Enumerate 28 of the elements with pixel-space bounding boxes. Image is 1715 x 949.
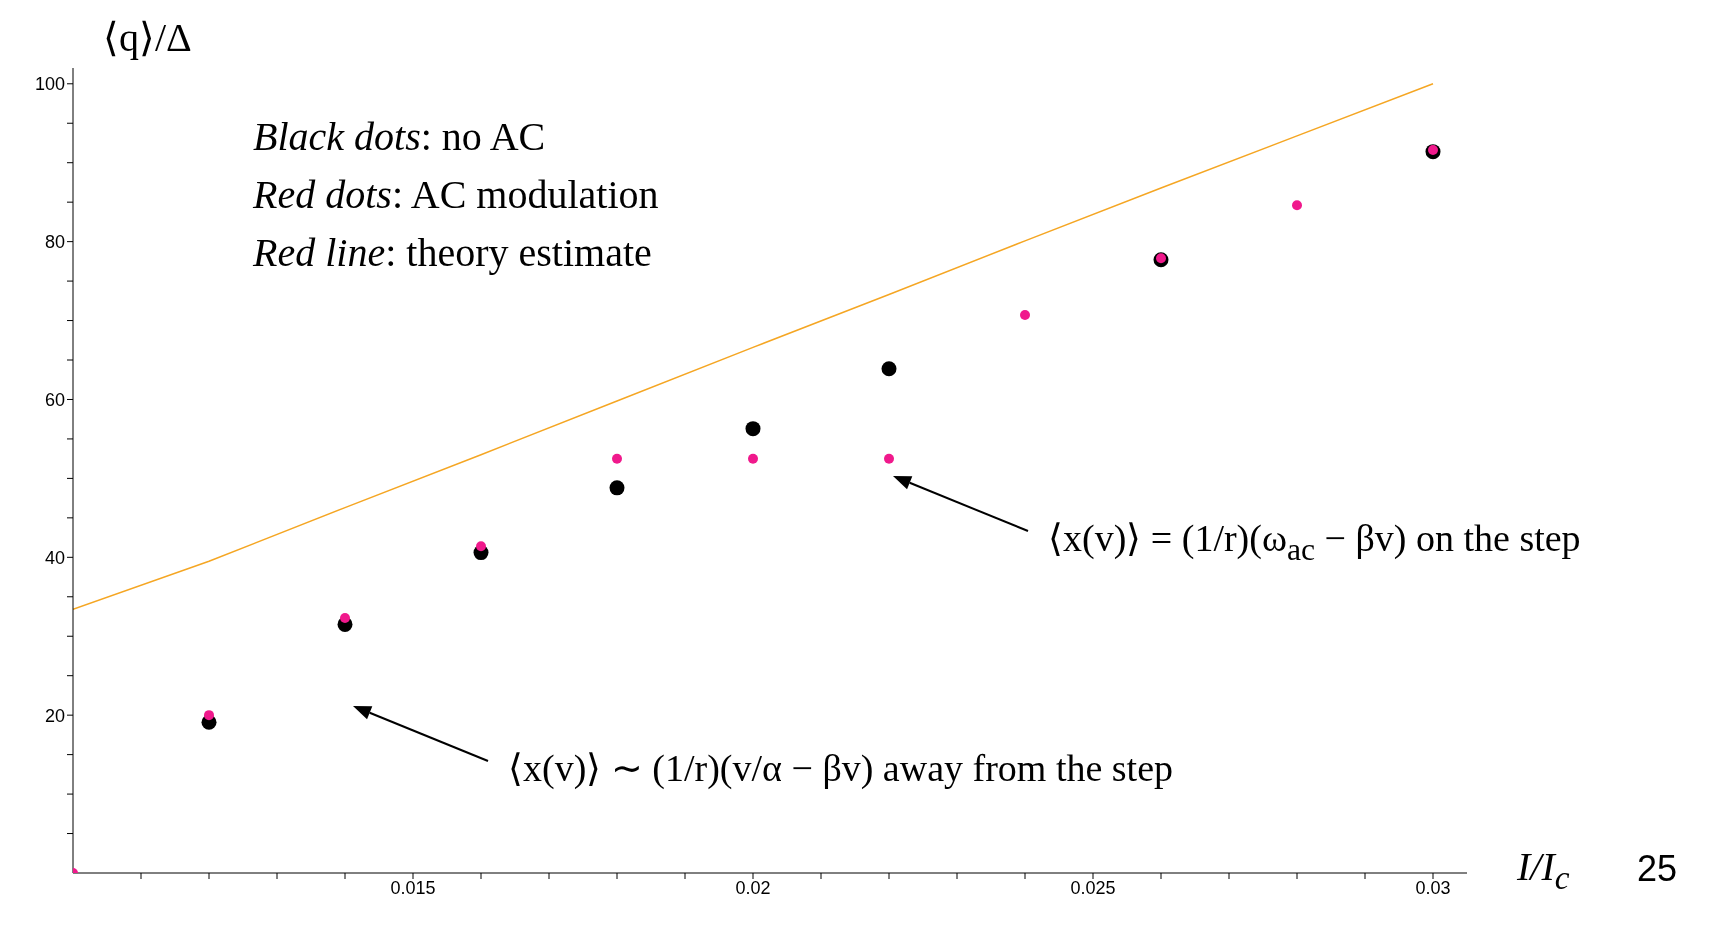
annotation: Red line: theory estimate bbox=[253, 230, 652, 275]
point bbox=[476, 541, 486, 552]
text: 25 bbox=[1637, 848, 1678, 890]
annotation: ⟨x(v)⟩ ∼ (1/r)(v/α − βv) away from the step bbox=[508, 746, 1174, 790]
point bbox=[609, 480, 625, 496]
y-tick-label: 40 bbox=[44, 547, 65, 568]
annotation: Red dots: AC modulation bbox=[253, 172, 659, 217]
point bbox=[745, 421, 761, 437]
x-tick-label: 0.025 bbox=[1070, 877, 1116, 898]
x-tick-label: 0.03 bbox=[1415, 877, 1451, 898]
y-tick-label: 20 bbox=[44, 705, 65, 726]
x-tick-label: 0.015 bbox=[390, 877, 436, 898]
y-tick-label: 80 bbox=[44, 232, 65, 253]
point bbox=[1292, 200, 1302, 211]
annotation: Black dots: no AC bbox=[253, 114, 546, 159]
y-axis-title: ⟨q⟩/Δ bbox=[103, 14, 192, 61]
point bbox=[204, 710, 214, 721]
point bbox=[340, 613, 350, 624]
point bbox=[612, 453, 622, 464]
y-tick-label: 60 bbox=[44, 389, 65, 410]
point bbox=[881, 361, 897, 377]
x-tick-label: 0.02 bbox=[735, 877, 771, 898]
annotation: ⟨x(v)⟩ = (1/r)(ω$_{ac}$ − βv) on the step bbox=[1048, 516, 1581, 568]
x-axis-title: I/I$_{c}$ bbox=[1517, 843, 1570, 897]
y-tick-label: 100 bbox=[34, 74, 65, 95]
point bbox=[1020, 310, 1030, 321]
point bbox=[748, 453, 758, 464]
point bbox=[884, 453, 894, 464]
